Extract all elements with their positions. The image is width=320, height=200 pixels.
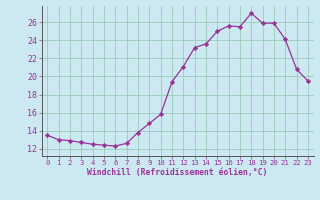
X-axis label: Windchill (Refroidissement éolien,°C): Windchill (Refroidissement éolien,°C) — [87, 168, 268, 177]
